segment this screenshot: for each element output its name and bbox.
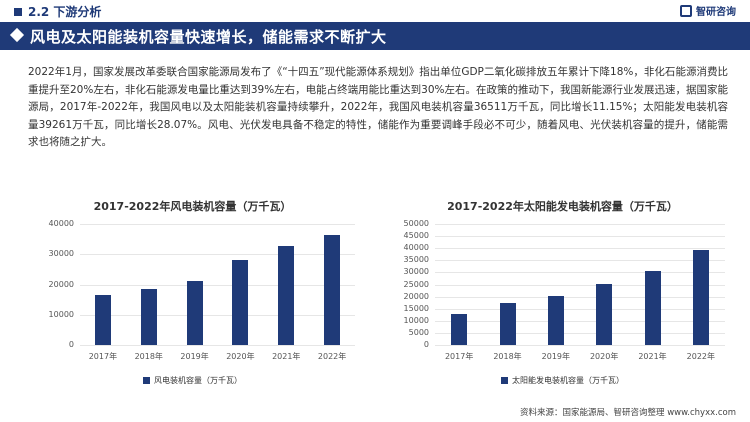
x-tick-label: 2017年 xyxy=(88,352,118,361)
bar xyxy=(232,259,249,345)
x-tick-label: 2020年 xyxy=(589,352,619,361)
bar xyxy=(94,295,111,345)
square-icon xyxy=(14,7,22,16)
solar-capacity-chart: 2017-2022年太阳能发电装机容量（万千瓦） 0 5000 10000 15000 2… xyxy=(385,192,740,422)
page-title: 风电及太阳能装机容量快速增长，储能需求不断扩大 xyxy=(30,28,387,46)
bar xyxy=(692,249,709,345)
bar xyxy=(644,270,661,345)
body-paragraph: 2022年1月，国家发展改革委联合国家能源局发布了《“十四五”现代能源体系规划》… xyxy=(28,66,729,148)
y-tick-label: 0 xyxy=(423,340,429,349)
y-tick-label: 50000 xyxy=(403,219,429,228)
diamond-icon xyxy=(9,27,25,43)
gridline xyxy=(435,332,725,334)
gridline xyxy=(435,345,725,346)
brand-logo: 智研咨询 xyxy=(680,3,736,18)
legend-swatch xyxy=(143,377,150,384)
bar xyxy=(186,281,203,345)
y-tick-label: 10000 xyxy=(48,309,74,319)
logo-icon xyxy=(680,4,692,17)
gridline xyxy=(80,224,355,225)
bar xyxy=(596,283,613,345)
chart-title: 2017-2022年风电装机容量（万千瓦） xyxy=(93,200,292,213)
y-tick-label: 20000 xyxy=(48,279,74,289)
bar xyxy=(140,289,157,345)
y-tick-label: 35000 xyxy=(403,255,429,265)
chart-title: 2017-2022年太阳能发电装机容量（万千瓦） xyxy=(447,200,678,213)
y-tick-label: 40000 xyxy=(48,219,74,228)
x-tick-label: 2019年 xyxy=(541,352,570,361)
top-bar: 2.2 下游分析 智研咨询 xyxy=(0,0,750,22)
bar xyxy=(547,295,564,345)
section-label: 2.2 下游分析 xyxy=(14,3,101,20)
x-tick-label: 2018年 xyxy=(134,352,163,361)
bar xyxy=(324,234,341,345)
legend-label: 风电装机容量（万千瓦） xyxy=(154,376,242,385)
y-tick-label: 45000 xyxy=(403,231,429,241)
y-tick-label: 15000 xyxy=(403,303,429,313)
gridline xyxy=(435,296,725,298)
x-tick-label: 2022年 xyxy=(686,352,715,361)
bar xyxy=(451,313,468,345)
section-text: 2.2 下游分析 xyxy=(28,5,102,19)
gridline xyxy=(80,345,355,346)
gridline xyxy=(80,254,355,256)
bar xyxy=(499,302,516,345)
legend-swatch xyxy=(501,377,508,384)
chart-legend: 太阳能发电装机容量（万千瓦） xyxy=(385,375,740,386)
gridline xyxy=(80,314,355,316)
chart-legend: 风电装机容量（万千瓦） xyxy=(20,375,365,386)
logo-text: 智研咨询 xyxy=(696,7,736,18)
y-tick-label: 40000 xyxy=(403,243,429,253)
x-tick-label: 2017年 xyxy=(444,352,474,361)
gridline xyxy=(435,224,725,225)
gridline xyxy=(435,320,725,322)
x-tick-label: 2019年 xyxy=(180,352,209,361)
x-tick-label: 2021年 xyxy=(638,352,667,361)
y-tick-label: 25000 xyxy=(403,279,429,289)
y-tick-label: 5000 xyxy=(408,327,429,337)
gridline xyxy=(435,248,725,250)
y-tick-label: 30000 xyxy=(403,267,429,277)
bar xyxy=(278,245,295,345)
x-tick-label: 2021年 xyxy=(272,352,301,361)
legend-label: 太阳能发电装机容量（万千瓦） xyxy=(512,376,624,385)
y-tick-label: 10000 xyxy=(403,315,429,325)
gridline xyxy=(435,308,725,310)
x-tick-label: 2020年 xyxy=(226,352,255,361)
gridline xyxy=(435,236,725,238)
source-note: 资料来源：国家能源局、智研咨询整理 www.chyxx.com xyxy=(520,408,736,418)
gridline xyxy=(435,272,725,274)
title-bar: 风电及太阳能装机容量快速增长，储能需求不断扩大 xyxy=(0,22,750,50)
gridline xyxy=(435,260,725,262)
y-tick-label: 0 xyxy=(68,340,74,349)
x-tick-label: 2022年 xyxy=(317,352,347,361)
gridline xyxy=(435,284,725,286)
gridline xyxy=(80,284,355,286)
wind-capacity-chart: 2017-2022年风电装机容量（万千瓦） 0 10000 20000 30000 400… xyxy=(20,192,365,422)
x-tick-label: 2018年 xyxy=(493,352,522,361)
y-tick-label: 30000 xyxy=(48,249,74,259)
y-tick-label: 20000 xyxy=(403,291,429,301)
